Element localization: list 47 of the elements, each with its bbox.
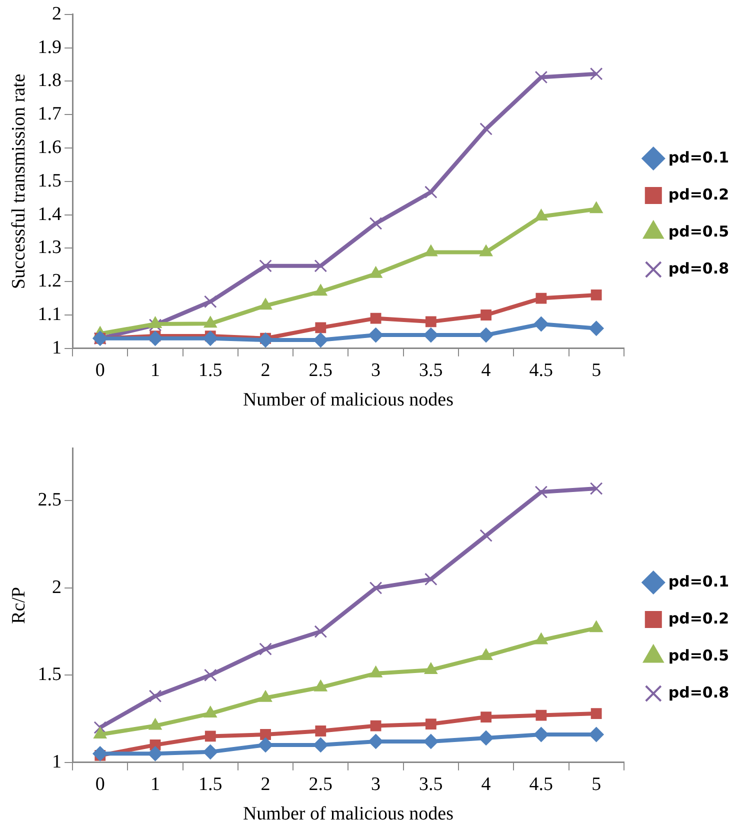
- x-tick-label: 3: [371, 360, 381, 381]
- x-tick-label: 0: [95, 774, 105, 795]
- x-tick-label: 3.5: [419, 774, 443, 795]
- x-tick-label: 4: [481, 360, 492, 381]
- x-tick-label: 4.5: [529, 360, 554, 381]
- x-tick-label: 4: [481, 774, 492, 795]
- x-tick-label: 2.5: [308, 360, 333, 381]
- legend-label: pd=0.1: [668, 148, 730, 166]
- y-tick-label: 1.4: [38, 204, 62, 225]
- y-tick-label: 1.5: [38, 170, 62, 192]
- y-tick-label: 1: [52, 751, 62, 772]
- x-tick-label: 3.5: [419, 360, 443, 381]
- legend-label: pd=0.8: [668, 259, 730, 278]
- y-axis-title: Rc/P: [8, 586, 30, 624]
- y-tick-label: 1.6: [38, 136, 62, 158]
- x-tick-label: 0: [95, 360, 105, 381]
- x-tick-label: 2: [260, 360, 270, 381]
- legend-label: pd=0.8: [668, 683, 730, 702]
- x-tick-label: 3: [371, 774, 381, 795]
- x-axis-title: Number of malicious nodes: [242, 804, 454, 825]
- legend-label: pd=0.2: [668, 609, 730, 628]
- x-tick-label: 5: [592, 774, 602, 795]
- y-tick-label: 2: [52, 576, 62, 598]
- x-tick-label: 1: [150, 774, 160, 795]
- y-axis-title: Successful transmission rate: [8, 74, 30, 290]
- y-tick-label: 1.5: [38, 664, 62, 686]
- legend-label: pd=0.5: [668, 222, 730, 240]
- y-tick-label: 2: [52, 3, 62, 24]
- y-tick-label: 1.7: [38, 104, 62, 125]
- y-tick-label: 1.1: [38, 304, 62, 325]
- x-tick-label: 2: [260, 774, 270, 795]
- x-tick-label: 5: [592, 360, 602, 381]
- x-tick-label: 1.5: [198, 774, 222, 795]
- x-tick-label: 4.5: [529, 774, 554, 795]
- y-tick-label: 2.5: [38, 490, 62, 511]
- y-tick-label: 1.8: [38, 70, 62, 92]
- legend-label: pd=0.1: [668, 572, 730, 590]
- x-axis-title: Number of malicious nodes: [242, 390, 454, 411]
- x-tick-label: 1: [150, 360, 160, 381]
- legend-label: pd=0.2: [668, 185, 730, 204]
- legend-label: pd=0.5: [668, 646, 730, 664]
- y-tick-label: 1.2: [38, 270, 62, 292]
- y-tick-label: 1.9: [38, 36, 62, 58]
- x-tick-label: 1.5: [198, 360, 222, 381]
- y-tick-label: 1.3: [38, 237, 62, 258]
- x-tick-label: 2.5: [308, 774, 333, 795]
- y-tick-label: 1: [52, 337, 62, 358]
